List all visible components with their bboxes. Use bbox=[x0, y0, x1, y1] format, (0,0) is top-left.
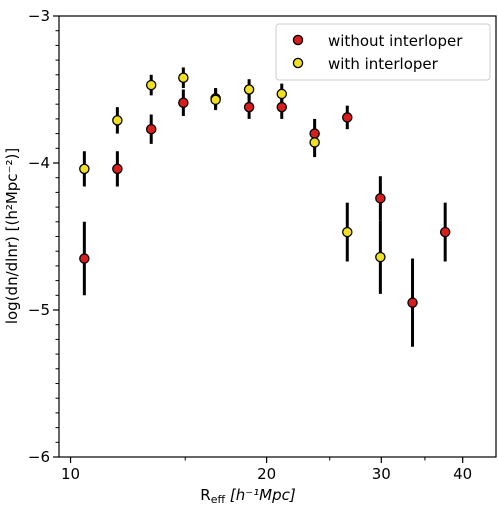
point-without-interloper bbox=[79, 253, 90, 264]
point-without-interloper bbox=[112, 163, 123, 175]
tick-labels: 10 20 30 40 −3 −4 −5 −6 bbox=[28, 7, 472, 483]
x-tick-label: 40 bbox=[453, 465, 472, 483]
point-without-interloper bbox=[309, 128, 320, 139]
point-with-interloper bbox=[309, 137, 320, 148]
x-tick-label: 10 bbox=[61, 465, 80, 483]
point-without-interloper bbox=[342, 112, 353, 123]
x-axis-label-subscript: eff bbox=[211, 493, 226, 506]
x-tick-label: 30 bbox=[372, 465, 391, 483]
legend-marker-without-interloper bbox=[292, 34, 304, 46]
x-tick-label: 20 bbox=[257, 465, 276, 483]
point-without-interloper bbox=[276, 101, 288, 113]
y-tick-label: −3 bbox=[28, 7, 50, 25]
legend-box bbox=[275, 23, 491, 81]
point-with-interloper bbox=[112, 115, 123, 126]
point-with-interloper bbox=[145, 79, 157, 91]
point-without-interloper bbox=[243, 101, 255, 113]
point-with-interloper bbox=[243, 84, 255, 95]
ticks bbox=[53, 15, 464, 463]
y-tick-label: −5 bbox=[28, 301, 50, 319]
point-with-interloper bbox=[276, 88, 288, 100]
point-without-interloper bbox=[407, 297, 418, 308]
point-without-interloper bbox=[145, 123, 157, 135]
y-axis-label: log(dn/dlnr) [(h²Mpc⁻²)] bbox=[3, 148, 21, 324]
error-bars bbox=[82, 67, 447, 347]
point-without-interloper bbox=[375, 193, 386, 204]
data-points bbox=[79, 72, 451, 308]
x-axis-label: Reff [h⁻¹Mpc] bbox=[200, 486, 296, 506]
point-without-interloper bbox=[178, 97, 189, 108]
point-with-interloper bbox=[375, 251, 386, 263]
legend-marker-with-interloper bbox=[292, 57, 304, 69]
point-with-interloper bbox=[79, 163, 90, 175]
x-axis-label-unit: [h⁻¹Mpc] bbox=[225, 486, 296, 504]
point-with-interloper bbox=[210, 94, 221, 106]
x-axis-label-main: R bbox=[200, 486, 210, 504]
point-without-interloper bbox=[439, 226, 451, 238]
plot-frame bbox=[58, 15, 497, 458]
point-with-interloper bbox=[178, 72, 189, 83]
legend-label-without-interloper: without interloper bbox=[328, 32, 463, 50]
y-tick-label: −4 bbox=[28, 154, 50, 172]
legend-label-with-interloper: with interloper bbox=[328, 55, 439, 73]
point-with-interloper bbox=[342, 226, 353, 238]
legend: without interloper with interloper bbox=[275, 23, 491, 81]
y-tick-label: −6 bbox=[28, 448, 50, 466]
